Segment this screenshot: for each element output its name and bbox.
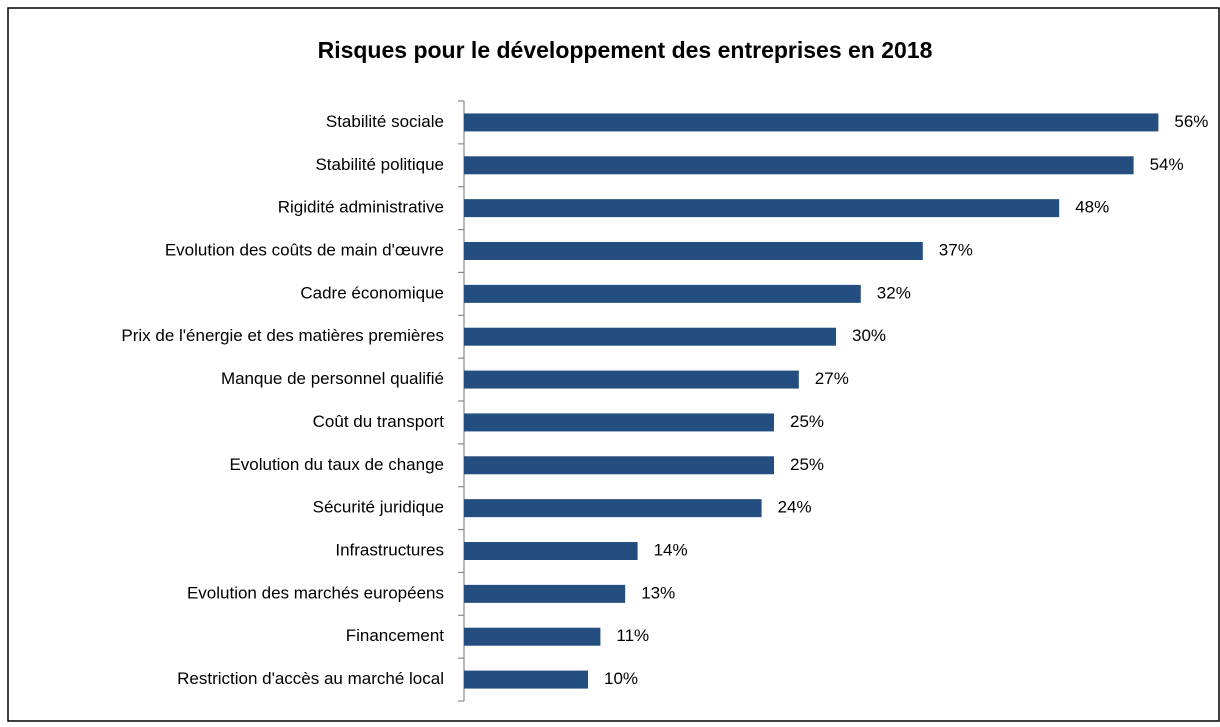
bar [464,627,601,646]
chart-title: Risques pour le développement des entrep… [318,37,933,63]
y-tick-label: Restriction d'accès au marché local [177,669,444,688]
bar [464,584,626,603]
bar [464,499,762,518]
bar [464,199,1060,218]
y-tick-label: Manque de personnel qualifié [221,369,444,388]
bar [464,413,774,432]
y-tick-label: Evolution des coûts de main d'œuvre [165,240,444,259]
y-tick-label: Coût du transport [313,412,445,431]
y-tick-label: Evolution du taux de change [229,455,444,474]
y-tick-label: Stabilité sociale [326,112,444,131]
bar [464,670,588,689]
y-tick-label: Evolution des marchés européens [187,583,444,602]
y-tick-label: Rigidité administrative [278,198,444,217]
bar [464,242,923,260]
y-tick-label: Infrastructures [335,540,444,559]
data-label: 25% [790,455,824,474]
bar [464,327,836,346]
y-tick-label: Stabilité politique [315,155,444,174]
bar [464,156,1134,175]
data-label: 56% [1174,112,1208,131]
data-label: 48% [1075,198,1109,217]
data-label: 30% [852,326,886,345]
data-label: 11% [616,626,649,645]
data-label: 32% [877,283,911,302]
y-tick-label: Cadre économique [300,283,444,302]
data-label: 13% [641,583,675,602]
y-tick-label: Financement [346,626,445,645]
data-label: 24% [778,498,812,517]
bar [464,284,861,303]
y-tick-label: Prix de l'énergie et des matières premiè… [121,326,444,345]
data-label: 27% [815,369,849,388]
data-label: 10% [604,669,638,688]
bar [464,542,638,560]
data-label: 37% [939,240,973,259]
bar [464,456,774,475]
y-tick-label: Sécurité juridique [313,498,444,517]
data-label: 25% [790,412,824,431]
bar [464,113,1159,132]
data-label: 54% [1150,155,1184,174]
data-label: 14% [654,540,688,559]
bar [464,370,799,389]
